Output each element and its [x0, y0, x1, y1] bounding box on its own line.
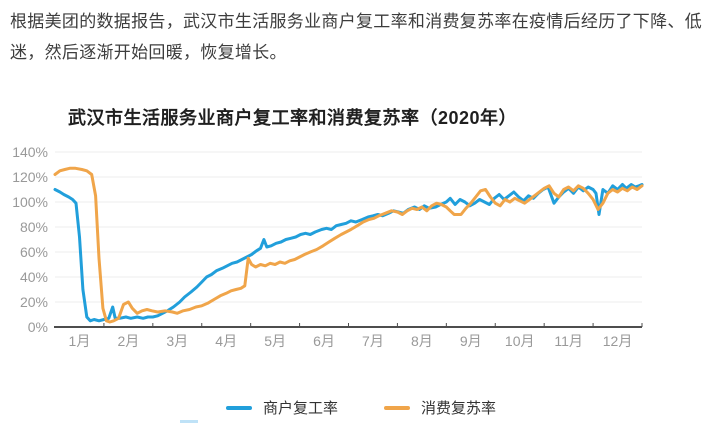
consumption-recovery-line: [53, 166, 644, 324]
y-axis-tick-label: 120%: [12, 169, 48, 185]
y-axis-tick-label: 100%: [12, 194, 48, 210]
legend-label-merchant: 商户复工率: [262, 400, 338, 417]
legend-label-consumption: 消费复苏率: [421, 400, 497, 417]
y-axis-tick-label: 140%: [12, 144, 48, 160]
y-axis-tick-label: 40%: [20, 269, 48, 285]
x-axis-tick-label: 9月: [460, 333, 482, 349]
cutoff-content-artifact: [180, 420, 198, 423]
merchant-resumption-line: [53, 183, 644, 323]
y-axis-tick-label: 20%: [20, 294, 48, 310]
legend-item-merchant[interactable]: 商户复工率: [225, 397, 338, 418]
y-axis-tick-label: 60%: [20, 244, 48, 260]
y-axis-tick-label: 80%: [20, 219, 48, 235]
x-axis-tick-label: 7月: [362, 333, 384, 349]
consumption-line-swatch-icon: [384, 405, 410, 410]
x-axis-tick-label: 2月: [117, 333, 139, 349]
x-axis-tick-label: 3月: [166, 333, 188, 349]
intro-text: 根据美团的数据报告，武汉市生活服务业商户复工率和消费复苏率在疫情后经历了下降、低…: [10, 12, 702, 62]
line-chart-plot-area: 0% 20% 40% 60% 80% 100% 120% 140% 1月 2月 3月 4月 5月 6月 7月…: [12, 144, 644, 349]
x-axis-tick-label: 11月: [554, 333, 583, 349]
x-axis-tick-label: 10月: [505, 333, 535, 349]
chart-title: 武汉市生活服务业商户复工率和消费复苏率（2020年）: [68, 108, 518, 128]
chart-legend: 商户复工率 消费复苏率: [0, 397, 722, 418]
merchant-line-swatch-icon: [225, 405, 252, 410]
x-axis-tick-label: 4月: [215, 333, 237, 349]
y-axis-tick-label: 0%: [28, 319, 48, 335]
x-axis-tick-label: 6月: [313, 333, 335, 349]
x-axis-tick-label: 8月: [411, 333, 433, 349]
x-axis-tick-label: 12月: [603, 333, 633, 349]
x-axis-tick-label: 1月: [69, 333, 91, 349]
legend-item-consumption[interactable]: 消费复苏率: [384, 397, 496, 418]
x-axis-tick-label: 5月: [264, 333, 286, 349]
